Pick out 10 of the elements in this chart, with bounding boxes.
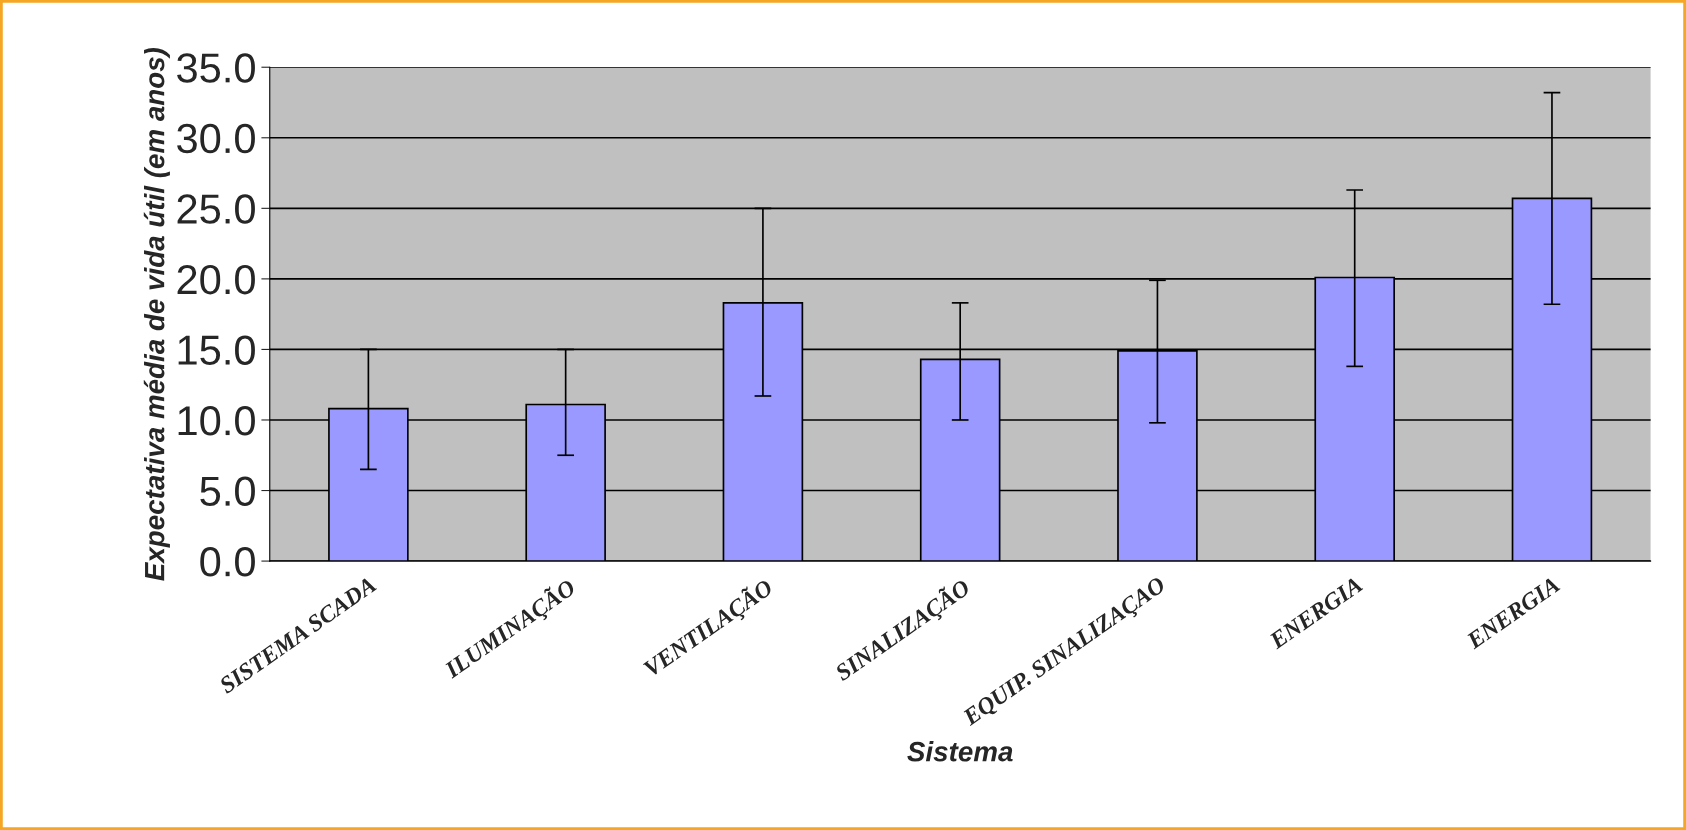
y-tick-label: 35.0 <box>177 53 255 83</box>
y-axis-title: Expectativa média de vida útil (em anos) <box>143 47 170 581</box>
y-tick-label: 25.0 <box>177 194 255 224</box>
y-tick-label: 30.0 <box>177 123 255 154</box>
y-tick-label: 20.0 <box>177 264 255 295</box>
y-tick-label: 0.0 <box>200 547 255 577</box>
y-tick-label: 5.0 <box>200 476 255 507</box>
y-tick-label: 10.0 <box>178 405 255 436</box>
x-axis-title: Sistema <box>907 741 1013 762</box>
y-tick-label: 15.0 <box>178 335 255 365</box>
